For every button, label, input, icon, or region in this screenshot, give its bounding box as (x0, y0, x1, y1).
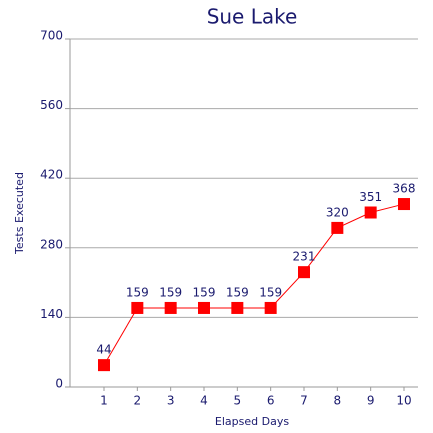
marker (398, 198, 410, 211)
y-tick-label: 700 (40, 29, 63, 43)
data-label: 159 (159, 285, 182, 299)
marker (264, 301, 277, 314)
y-tick-label: 420 (40, 168, 63, 182)
x-tick-label: 9 (367, 394, 375, 408)
y-tick-label: 560 (40, 98, 63, 112)
marker (331, 221, 344, 234)
data-label: 231 (293, 250, 316, 264)
data-label: 159 (126, 285, 149, 299)
marker (98, 359, 110, 372)
marker (364, 206, 377, 219)
data-label: 44 (96, 343, 111, 357)
x-tick-label: 3 (167, 394, 175, 408)
line (103, 203, 405, 366)
y-tick-label: 0 (55, 377, 63, 391)
x-tick-label: 1 (100, 394, 108, 408)
data-label: 159 (259, 285, 282, 299)
y-axis-label: Tests Executed (13, 172, 26, 255)
marker (198, 301, 210, 314)
x-axis-label: Elapsed Days (215, 415, 289, 428)
chart-title: Sue Lake (207, 5, 298, 29)
marker (164, 301, 177, 314)
data-label: 159 (226, 285, 249, 299)
x-tick-label: 2 (134, 394, 142, 408)
y-tick-label: 280 (40, 237, 63, 251)
marker (131, 301, 144, 314)
x-tick-label: 10 (396, 394, 411, 408)
marker (298, 266, 310, 279)
x-tick-label: 7 (300, 394, 308, 408)
x-tick-label: 5 (234, 394, 242, 408)
data-label: 159 (193, 285, 216, 299)
y-tick-label: 140 (40, 307, 63, 321)
x-tick-label: 6 (267, 394, 275, 408)
data-label: 320 (326, 205, 349, 219)
data-label: 351 (359, 190, 382, 204)
data-label: 368 (393, 182, 416, 196)
marker (231, 301, 244, 314)
x-tick-label: 4 (200, 394, 208, 408)
x-tick-label: 8 (334, 394, 342, 408)
